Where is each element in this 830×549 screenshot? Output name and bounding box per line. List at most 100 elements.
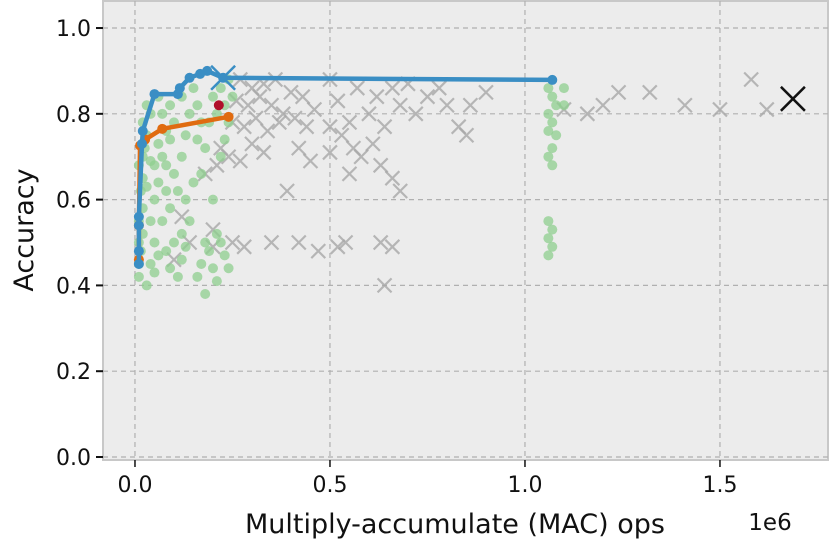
gray-x-marker	[743, 71, 759, 88]
x-tick-label: 1.0	[507, 473, 542, 498]
green-point	[200, 143, 211, 154]
green-point	[196, 168, 207, 179]
x-stroke	[205, 221, 221, 238]
gray-x-marker	[372, 234, 389, 251]
x-stroke	[341, 166, 358, 182]
green-point	[227, 91, 238, 102]
x-stroke	[610, 84, 627, 101]
x-stroke	[595, 97, 611, 114]
green-point	[184, 108, 195, 119]
green-point	[200, 237, 211, 248]
gray-x-marker	[384, 239, 401, 255]
green-point	[211, 276, 222, 287]
x-stroke	[244, 80, 260, 96]
x-stroke	[275, 106, 291, 122]
gray-x-marker	[458, 127, 475, 144]
green-point	[543, 250, 554, 261]
gray-x-marker	[306, 101, 323, 118]
x-stroke	[376, 118, 393, 135]
green-point	[207, 263, 218, 274]
gray-x-marker	[478, 84, 494, 101]
x-stroke	[333, 127, 350, 144]
x-stroke	[743, 71, 759, 88]
x-stroke	[345, 140, 362, 156]
green-point	[188, 177, 199, 188]
x-stroke	[384, 239, 401, 255]
green-point	[192, 100, 203, 111]
x-stroke	[407, 106, 424, 122]
x-stroke	[248, 110, 264, 126]
x-stroke	[240, 97, 256, 114]
green-point	[172, 186, 183, 197]
x-stroke	[279, 183, 295, 199]
x-stroke	[263, 234, 280, 251]
gray-x-marker	[712, 101, 728, 118]
red-point	[213, 100, 224, 111]
green-point	[547, 117, 558, 128]
x-offset-label: 1e6	[748, 510, 791, 536]
gray-x-marker	[579, 106, 596, 122]
x-stroke	[419, 88, 436, 105]
green-point	[547, 91, 558, 102]
green-point	[180, 194, 191, 205]
gray-x-marker	[252, 88, 268, 105]
gray-x-marker	[462, 97, 479, 114]
green-point	[176, 228, 187, 239]
blue-frontier-point	[133, 246, 144, 257]
green-point	[176, 254, 187, 265]
x-stroke	[322, 118, 338, 135]
x-stroke	[329, 93, 346, 109]
green-point	[204, 246, 215, 257]
gray-x-marker	[431, 80, 447, 96]
green-point	[543, 151, 554, 162]
blue-frontier-point	[184, 72, 195, 83]
green-point	[215, 83, 226, 94]
green-point	[184, 216, 195, 227]
x-stroke	[210, 64, 237, 91]
green-point	[141, 280, 152, 291]
green-point	[149, 194, 160, 205]
gray-x-marker	[677, 97, 693, 114]
x-stroke	[290, 234, 307, 251]
green-point	[161, 160, 172, 171]
x-stroke	[384, 80, 401, 96]
green-point	[168, 168, 179, 179]
green-point	[157, 216, 168, 227]
gray-x-marker	[758, 101, 775, 118]
blue-frontier-point	[137, 125, 148, 136]
x-stroke	[368, 88, 385, 105]
x-stroke	[224, 234, 241, 251]
green-point	[543, 216, 554, 227]
green-point	[219, 250, 230, 261]
gray-x-marker	[271, 114, 288, 131]
x-stroke	[310, 243, 327, 259]
green-point	[161, 246, 172, 257]
green-point	[211, 228, 222, 239]
x-tick-label: 0.5	[312, 473, 347, 498]
gray-x-marker	[236, 239, 252, 255]
gray-x-marker	[407, 106, 424, 122]
x-stroke	[439, 97, 455, 114]
x-stroke	[392, 97, 408, 114]
gray-x-marker	[341, 166, 358, 182]
green-point	[157, 108, 168, 119]
gray-x-marker	[384, 170, 401, 186]
gray-x-marker	[322, 118, 338, 135]
x-stroke	[306, 101, 323, 118]
gray-x-marker	[248, 110, 264, 126]
green-point	[223, 263, 234, 274]
blue-frontier-point	[133, 258, 144, 269]
y-axis-label: Accuracy	[9, 168, 40, 291]
green-point	[165, 100, 176, 111]
blue-frontier-point	[149, 89, 160, 100]
y-tick-label: 0.0	[56, 446, 91, 471]
green-point	[551, 130, 562, 141]
green-point	[543, 125, 554, 136]
green-point	[133, 271, 144, 282]
green-point	[153, 138, 164, 149]
green-point	[176, 151, 187, 162]
gray-x-marker	[279, 183, 295, 199]
green-point	[219, 134, 230, 145]
green-point	[215, 237, 226, 248]
